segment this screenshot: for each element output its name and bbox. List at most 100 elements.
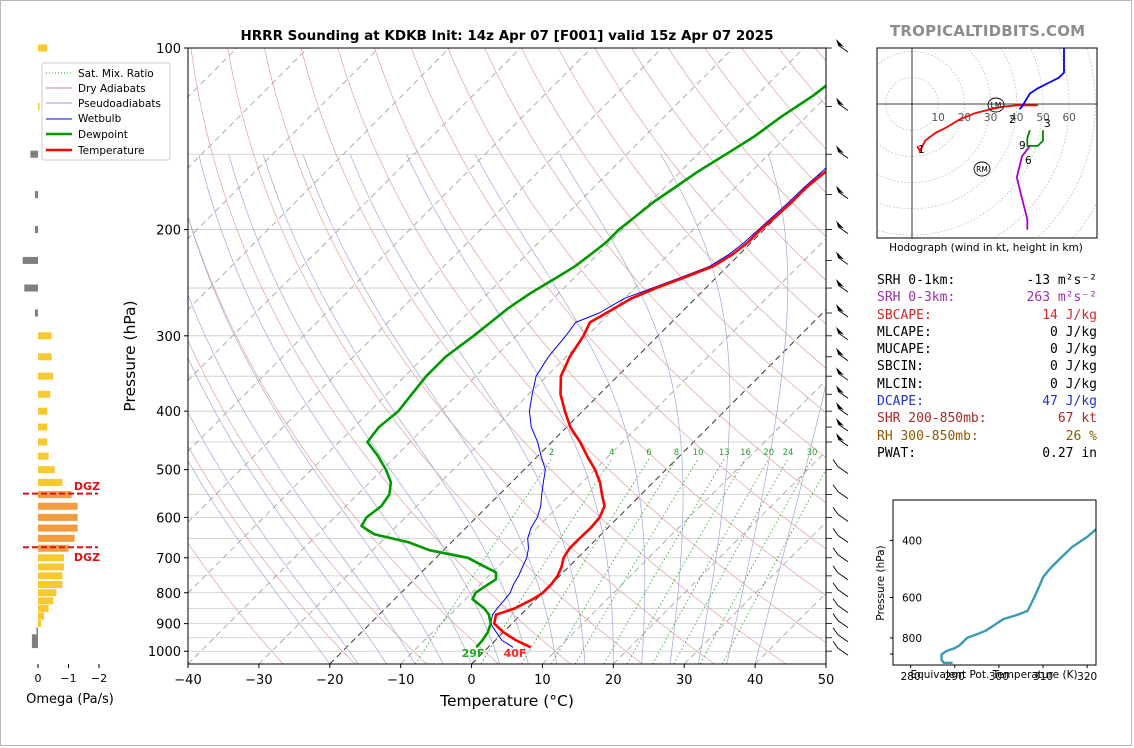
omega-bar: [24, 284, 38, 292]
wind-barb-feather: [832, 484, 839, 492]
wind-barb-staff: [837, 390, 849, 399]
stat-row: MLCIN: 0 J/kg: [877, 376, 1097, 393]
wind-barb-flag: [836, 251, 844, 260]
wind-barb-flag: [836, 418, 844, 427]
x-tick-label: 40: [747, 673, 764, 688]
wind-barb-staff: [837, 589, 849, 598]
mix-ratio-label: 2: [549, 448, 554, 458]
omega-bar: [38, 372, 54, 380]
wind-barb-staff: [837, 491, 849, 499]
dry-adiabat: [594, 48, 826, 325]
wind-barb-staff: [837, 407, 849, 416]
mix-ratio-label: 4: [609, 448, 614, 458]
theta-e-ylabel: Pressure (hPa): [875, 545, 887, 620]
y-tick-label: 400: [156, 405, 181, 420]
stat-label: MLCAPE:: [877, 324, 932, 340]
stat-value: 263 m²s⁻²: [1026, 290, 1097, 306]
omega-bar: [38, 452, 49, 460]
omega-bar: [38, 513, 78, 521]
omega-bar: [38, 502, 78, 510]
wind-barb-feather: [832, 565, 839, 574]
stat-value: 0 J/kg: [1050, 324, 1097, 340]
dry-adiabat: [557, 48, 826, 369]
isotherm-line: [542, 379, 826, 664]
wind-barb-staff: [837, 423, 849, 432]
omega-bar: [38, 620, 42, 628]
isotherm-line: [329, 167, 826, 664]
wind-barb-feather: [832, 613, 839, 621]
theta-e-x-tick-label: 290: [945, 671, 965, 683]
theta-e-y-tick-label: 800: [902, 633, 922, 645]
chart-title: HRRR Sounding at KDKB Init: 14z Apr 07 […: [240, 28, 773, 44]
legend-temperature: Temperature: [77, 145, 145, 157]
wind-barb-flag: [836, 220, 844, 229]
stat-row: SBCAPE: 14 J/kg: [877, 307, 1097, 324]
wind-barb-staff: [837, 605, 849, 614]
stat-value: 14 J/kg: [1042, 307, 1097, 323]
y-tick-label: 300: [156, 330, 181, 345]
isotherm-line: [258, 96, 826, 664]
wind-barb-staff: [837, 466, 849, 475]
x-tick-label: 10: [534, 673, 551, 688]
brand-watermark: TROPICALTIDBITS.COM: [890, 22, 1086, 40]
isotherm-line: [613, 450, 826, 664]
mix-ratio-line: [480, 458, 613, 664]
pseudoadiabat: [188, 293, 416, 664]
y-tick-label: 900: [156, 618, 181, 633]
omega-bar: [38, 605, 49, 613]
omega-bar: [38, 390, 51, 398]
wind-barb-flag: [836, 97, 844, 106]
omega-bar: [38, 332, 52, 340]
hodograph-height-marker: 2: [1009, 114, 1016, 126]
stat-value: 0 J/kg: [1050, 342, 1097, 358]
wind-barb-flag: [836, 39, 844, 47]
hodograph-trace: [1015, 145, 1031, 230]
skewt-background: 2 4 6 8 10 13 16 20 24 30 36: [188, 48, 826, 664]
pseudoadiabat: [188, 215, 444, 664]
y-tick-label: 700: [156, 552, 181, 567]
wind-barb-staff: [837, 309, 849, 318]
stat-label: SBCAPE:: [877, 307, 932, 323]
stat-label: RH 300-850mb:: [877, 428, 979, 444]
stat-label: SRH 0-3km:: [877, 290, 956, 306]
x-tick-label: 0: [467, 673, 475, 688]
pseudoadiabat: [188, 411, 359, 664]
mix-ratio-label: 30: [807, 448, 818, 458]
hodograph-frame: [876, 47, 1098, 239]
mix-ratio-line: [521, 458, 650, 664]
x-tick-label: 30: [676, 673, 693, 688]
isotherm-line: [188, 48, 734, 594]
stat-value: 0 J/kg: [1050, 376, 1097, 392]
hodograph-trace: [1018, 48, 1065, 110]
wind-barb-staff: [837, 103, 849, 111]
omega-bar: [38, 563, 64, 571]
wind-barb-feather: [832, 582, 839, 591]
stat-label: MLCIN:: [877, 376, 924, 392]
wind-barb-staff: [837, 514, 849, 522]
omega-bar: [38, 423, 48, 431]
hodograph-height-marker: 6: [1025, 155, 1032, 167]
isotherm-line: [188, 48, 663, 523]
omega-bar: [36, 627, 38, 635]
x-tick-label: 20: [605, 673, 622, 688]
hodograph-height-marker: 3: [1044, 118, 1051, 130]
hodograph-height-marker: 9: [1019, 140, 1026, 152]
stat-value: 0.27 in: [1042, 445, 1097, 461]
dry-adiabat: [337, 48, 826, 644]
wind-barb-flag: [836, 279, 844, 288]
wind-barb-staff: [837, 438, 849, 447]
mix-ratio-line: [414, 458, 552, 664]
isotherm-line: [188, 48, 450, 311]
theta-e-x-tick-label: 280: [901, 671, 921, 683]
pseudoadiabat: [198, 154, 472, 664]
wind-barb-staff: [837, 554, 849, 563]
stats-table: SRH 0-1km: -13 m²s⁻² SRH 0-3km: 263 m²s⁻² SB…: [877, 272, 1097, 462]
omega-tick-label: 0: [35, 672, 42, 685]
skewt-ylabel: Pressure (hPa): [121, 300, 139, 411]
dry-adiabat: [300, 48, 787, 664]
hodograph-trace: [1026, 129, 1044, 147]
dry-adiabat: [227, 48, 643, 664]
wind-barb-flag: [836, 402, 844, 411]
omega-bar: [34, 191, 38, 199]
pseudoadiabat: [660, 154, 731, 664]
